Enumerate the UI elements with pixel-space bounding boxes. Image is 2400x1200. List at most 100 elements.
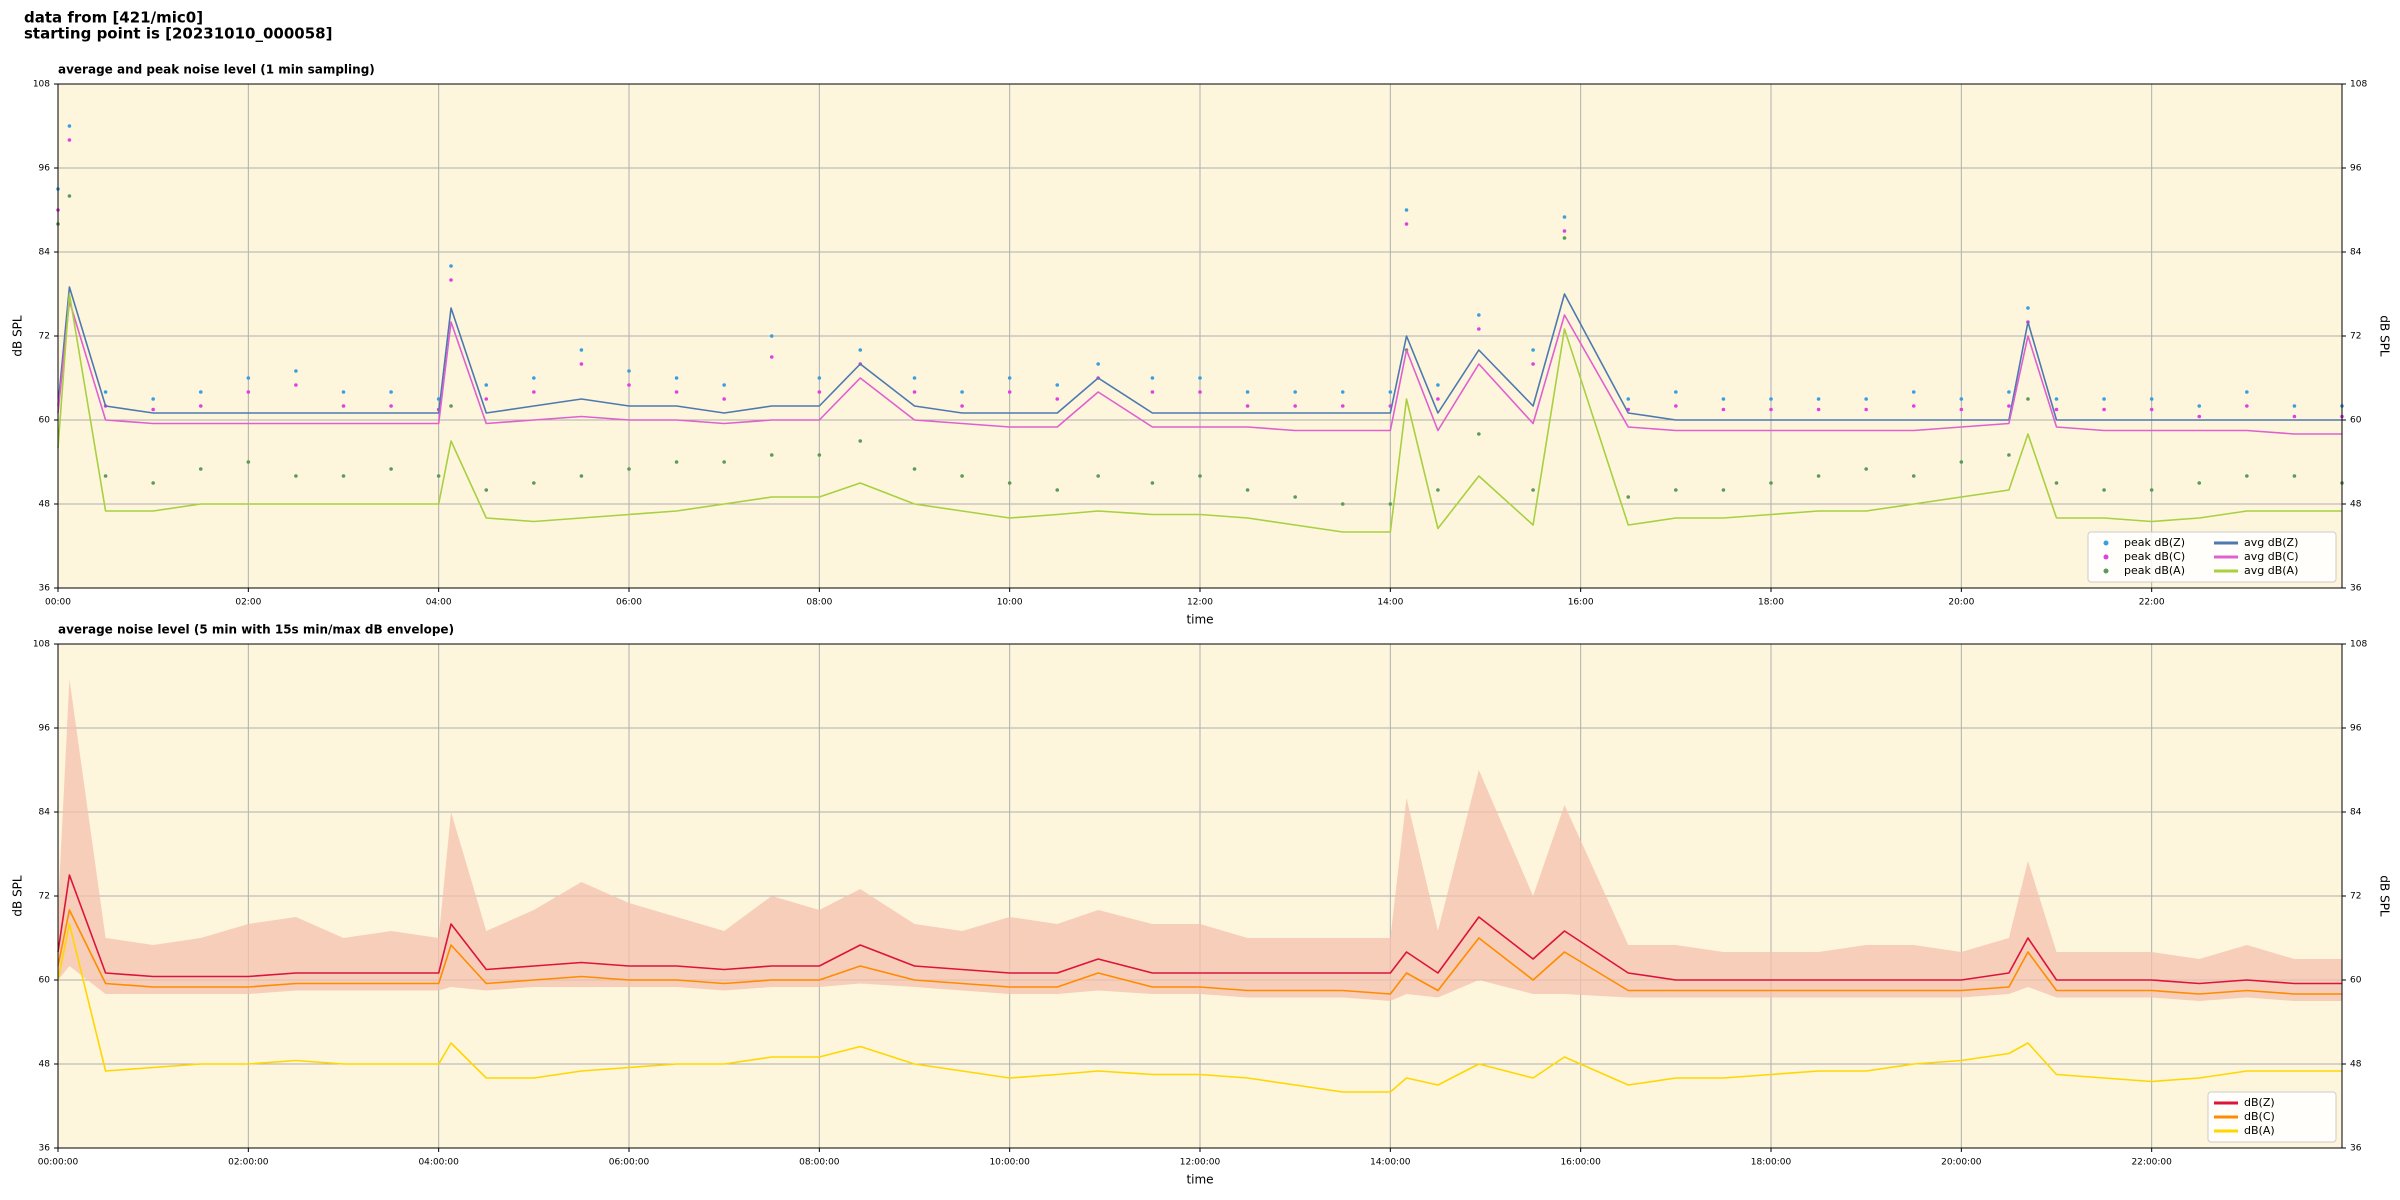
legend-swatch <box>2103 568 2109 574</box>
peak-dot <box>484 397 489 401</box>
peak-dot <box>341 404 346 408</box>
peak-dot <box>1562 215 1567 219</box>
peak-dot <box>1245 488 1250 492</box>
peak-dot <box>2197 414 2202 419</box>
series-line <box>57 286 2342 421</box>
legend-box <box>2087 531 2337 583</box>
peak-dot <box>2197 404 2202 408</box>
peak-dot <box>579 362 584 366</box>
peak-dot <box>1816 407 1821 412</box>
peak-dot <box>627 467 631 471</box>
peak-dot <box>1150 481 1155 485</box>
legend-label: dB(C) <box>2244 1110 2275 1123</box>
peak-dot <box>1531 488 1535 492</box>
chart-title: average and peak noise level (1 min samp… <box>58 63 375 77</box>
peak-dot <box>722 383 726 387</box>
peak-dot <box>2026 397 2030 401</box>
peak-dot <box>858 348 863 352</box>
peak-dot <box>2149 397 2154 401</box>
peak-dot <box>67 138 72 142</box>
y-tick-label: 96 <box>39 724 51 734</box>
peak-dot <box>294 383 298 387</box>
peak-dot <box>1388 502 1393 506</box>
y-tick-label: 96 <box>39 164 51 174</box>
peak-dot <box>1007 390 1012 394</box>
peak-dot <box>294 369 298 373</box>
y2-axis-label: dB SPL <box>2378 875 2392 917</box>
peak-dot <box>1340 502 1345 506</box>
peak-dot <box>2102 488 2106 492</box>
peak-dot <box>960 390 964 394</box>
y2-tick-label: 96 <box>2350 164 2362 174</box>
y-tick-label: 72 <box>39 892 50 902</box>
envelope-area <box>58 679 2342 1001</box>
y-tick-label: 84 <box>39 808 51 818</box>
x-tick-label: 04:00 <box>426 598 452 608</box>
x-tick-label: 12:00 <box>1187 598 1213 608</box>
legend-swatch <box>2103 540 2109 546</box>
peak-dot <box>67 194 72 198</box>
x-tick-label: 06:00 <box>616 598 642 608</box>
x-tick-label: 12:00:00 <box>1180 1158 1221 1168</box>
peak-dot <box>1531 348 1535 352</box>
x-tick-label: 04:00:00 <box>418 1158 459 1168</box>
header-line: data from [421/mic0] <box>24 9 203 27</box>
peak-dot <box>1055 383 1060 387</box>
y-tick-label: 108 <box>33 80 50 90</box>
peak-dot <box>2292 474 2297 478</box>
x-tick-label: 08:00:00 <box>799 1158 840 1168</box>
peak-dot <box>627 369 631 373</box>
peak-dot <box>1340 404 1345 408</box>
peak-dot <box>1674 488 1678 492</box>
legend-label: peak dB(A) <box>2124 564 2185 577</box>
x-tick-label: 14:00 <box>1377 598 1403 608</box>
x-tick-label: 10:00:00 <box>989 1158 1030 1168</box>
peak-dot <box>2149 407 2154 412</box>
peak-dot <box>389 390 393 394</box>
peak-dot <box>1198 474 1202 478</box>
peak-dot <box>2197 481 2202 485</box>
peak-dot <box>960 474 964 478</box>
peak-dot <box>1245 390 1250 394</box>
peak-dot <box>817 390 822 394</box>
peak-dot <box>294 474 298 478</box>
y2-tick-label: 96 <box>2350 724 2362 734</box>
legend-box <box>2207 1091 2337 1143</box>
peak-dot <box>389 404 393 408</box>
y-tick-label: 36 <box>39 584 51 594</box>
series-line <box>57 874 2342 985</box>
legend-label: dB(A) <box>2244 1124 2275 1137</box>
series-line <box>57 293 2342 533</box>
peak-dot <box>67 124 72 128</box>
peak-dot <box>1096 362 1100 366</box>
peak-dot <box>1096 474 1100 478</box>
y2-tick-label: 72 <box>2350 892 2361 902</box>
peak-dot <box>769 355 774 359</box>
x-tick-label: 22:00 <box>2139 598 2165 608</box>
peak-dot <box>246 376 251 380</box>
peak-dot <box>1293 495 1297 499</box>
peak-dot <box>436 474 441 478</box>
peak-dot <box>1531 362 1535 366</box>
peak-dot <box>1404 208 1409 212</box>
y2-tick-label: 36 <box>2350 584 2362 594</box>
peak-dot <box>2054 397 2059 401</box>
y-tick-label: 84 <box>39 248 51 258</box>
peak-dot <box>1769 481 1773 485</box>
peak-dot <box>1562 236 1567 240</box>
peak-dot <box>2007 404 2011 408</box>
peak-dot <box>1721 407 1726 412</box>
peak-dot <box>1674 390 1678 394</box>
chart-title: average noise level (5 min with 15s min/… <box>58 623 454 637</box>
peak-dot <box>2102 407 2106 412</box>
peak-dot <box>1388 390 1393 394</box>
y2-tick-label: 60 <box>2350 416 2362 426</box>
peak-dot <box>103 390 108 394</box>
legend-label: avg dB(C) <box>2244 550 2299 563</box>
peak-dot <box>2245 404 2249 408</box>
plot-frame <box>57 643 2343 1149</box>
peak-dot <box>579 474 584 478</box>
x-tick-label: 00:00:00 <box>38 1158 79 1168</box>
peak-dot <box>341 474 346 478</box>
